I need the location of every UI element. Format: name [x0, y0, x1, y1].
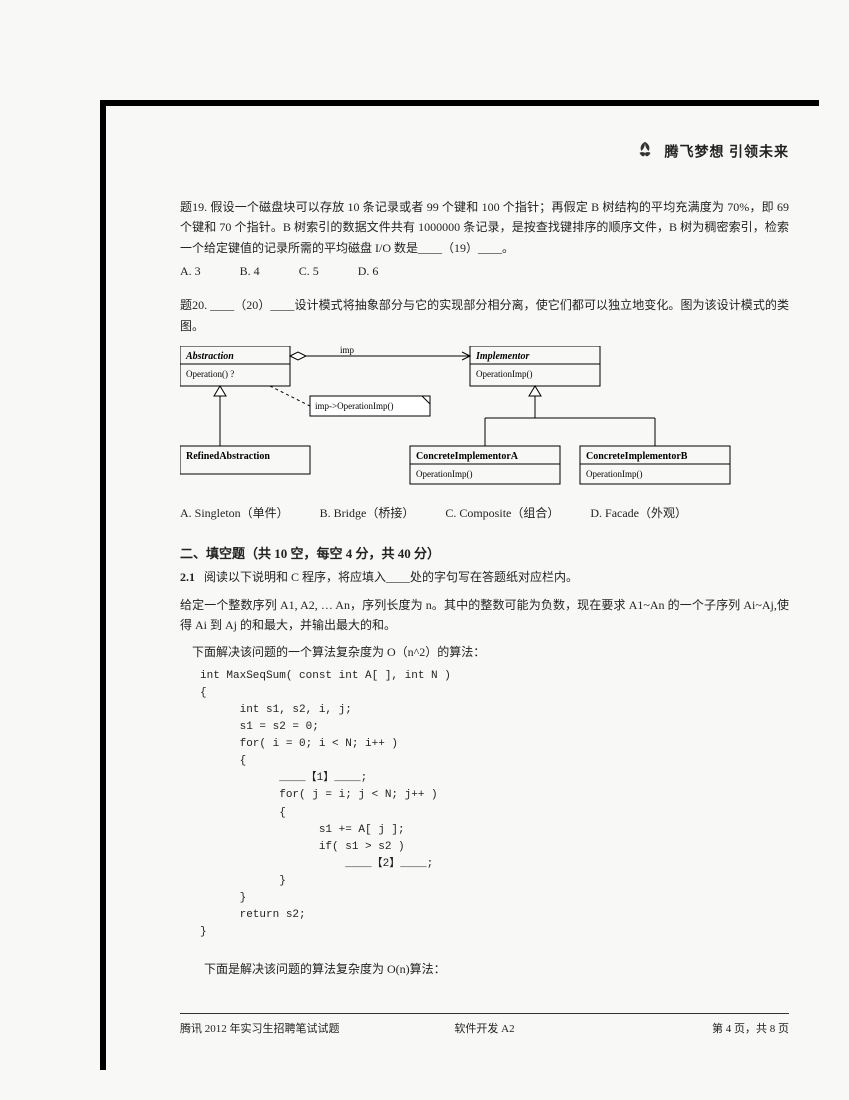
q19-opt-c: C. 5 — [299, 264, 319, 279]
svg-text:imp: imp — [340, 346, 355, 355]
footer-left: 腾讯 2012 年实习生招聘笔试试题 — [180, 1020, 340, 1036]
footer-center: 软件开发 A2 — [454, 1020, 514, 1036]
q19-opt-a: A. 3 — [180, 264, 201, 279]
section-2-title: 二、填空题（共 10 空，每空 4 分，共 40 分） — [180, 543, 789, 562]
question-19-text: 题19. 假设一个磁盘块可以存放 10 条记录或者 99 个键和 100 个指针… — [180, 197, 789, 258]
q20-opt-a: A. Singleton（单件） — [180, 504, 289, 521]
problem-desc-1: 给定一个整数序列 A1, A2, … An，序列长度为 n。其中的整数可能为负数… — [180, 595, 789, 636]
section-2-1-text: 阅读以下说明和 C 程序，将应填入____处的字句写在答题纸对应栏内。 — [204, 570, 578, 584]
q20-opt-d: D. Facade（外观） — [590, 504, 687, 521]
q19-opt-b: B. 4 — [240, 264, 260, 279]
problem-desc-2: 下面解决该问题的一个算法复杂度为 O（n^2）的算法： — [180, 642, 789, 662]
svg-text:ConcreteImplementorA: ConcreteImplementorA — [416, 451, 519, 462]
content-area: 腾飞梦想 引领未来 题19. 假设一个磁盘块可以存放 10 条记录或者 99 个… — [180, 140, 789, 1050]
code-block: int MaxSeqSum( const int A[ ], int N ) {… — [200, 668, 789, 941]
uml-diagram: Abstraction Operation() ? RefinedAbstracti… — [180, 346, 789, 496]
question-19-options: A. 3 B. 4 C. 5 D. 6 — [180, 264, 789, 279]
q19-opt-d: D. 6 — [358, 264, 379, 279]
section-2-1: 2.1 阅读以下说明和 C 程序，将应填入____处的字句写在答题纸对应栏内。 — [180, 568, 789, 585]
footer-right: 第 4 页，共 8 页 — [712, 1020, 789, 1036]
svg-text:Operation() ?: Operation() ? — [186, 369, 234, 379]
svg-text:OperationImp(): OperationImp() — [586, 469, 642, 479]
section-2-1-num: 2.1 — [180, 570, 195, 584]
svg-text:OperationImp(): OperationImp() — [416, 469, 472, 479]
svg-text:Implementor: Implementor — [475, 351, 529, 362]
svg-text:OperationImp(): OperationImp() — [476, 369, 532, 379]
question-20-text: 题20. ____（20）____设计模式将抽象部分与它的实现部分相分离，使它们… — [180, 295, 789, 336]
problem-desc-3: 下面是解决该问题的算法复杂度为 O(n)算法： — [180, 959, 789, 979]
header: 腾飞梦想 引领未来 — [180, 140, 789, 167]
q20-opt-c: C. Composite（组合） — [445, 504, 559, 521]
q20-opt-b: B. Bridge（桥接） — [320, 504, 415, 521]
header-slogan: 腾飞梦想 引领未来 — [665, 146, 790, 161]
page: 腾飞梦想 引领未来 题19. 假设一个磁盘块可以存放 10 条记录或者 99 个… — [0, 0, 849, 1100]
logo-icon — [634, 140, 656, 167]
svg-text:ConcreteImplementorB: ConcreteImplementorB — [586, 451, 688, 462]
footer: 腾讯 2012 年实习生招聘笔试试题 软件开发 A2 第 4 页，共 8 页 — [180, 1020, 789, 1036]
svg-text:imp->OperationImp(): imp->OperationImp() — [315, 401, 394, 411]
question-20-options: A. Singleton（单件） B. Bridge（桥接） C. Compos… — [180, 504, 789, 521]
footer-divider — [180, 1013, 789, 1014]
svg-text:Abstraction: Abstraction — [185, 351, 234, 362]
svg-text:RefinedAbstraction: RefinedAbstraction — [186, 451, 270, 462]
